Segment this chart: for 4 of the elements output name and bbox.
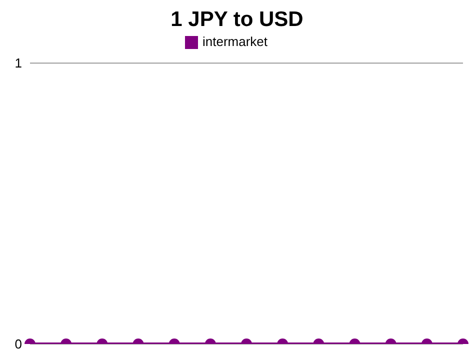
y-tick-label: 0 [14,336,22,352]
y-tick-label: 1 [14,56,22,71]
chart-title: 1 JPY to USD [170,8,304,33]
legend-label: intermarket [202,34,268,49]
